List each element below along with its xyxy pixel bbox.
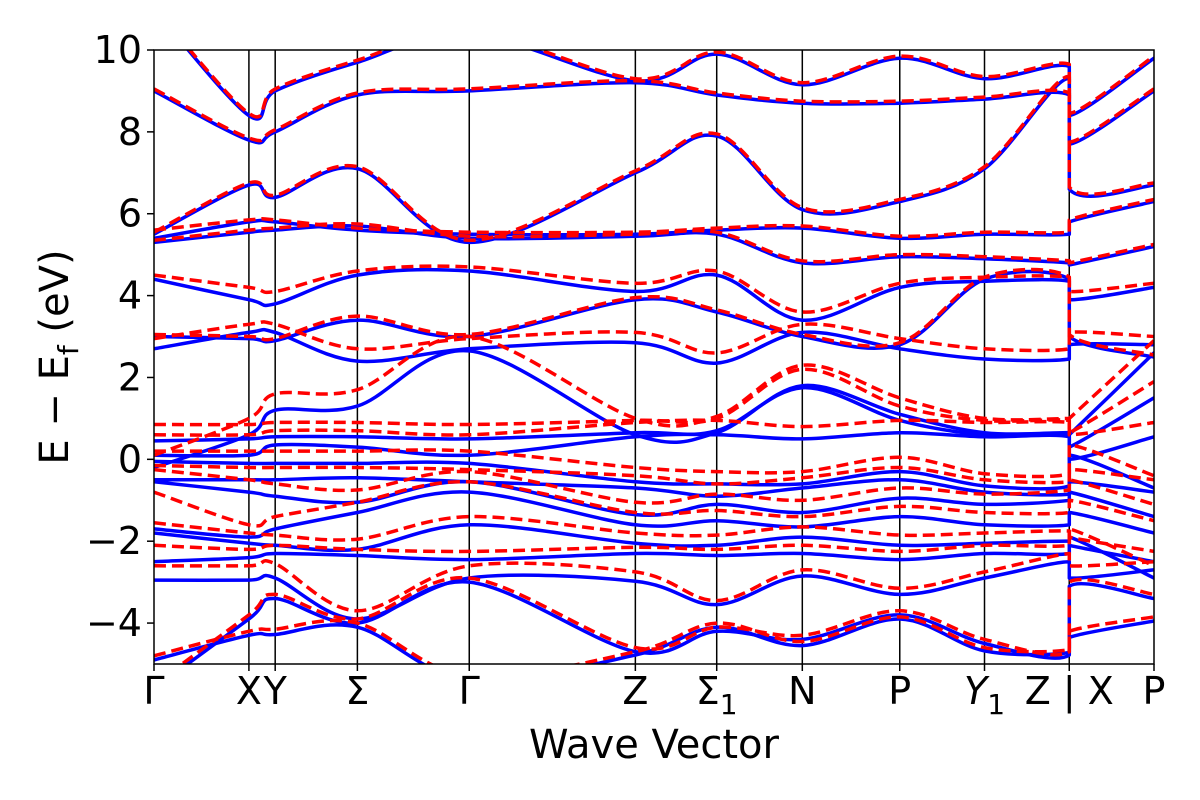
solid-band-14 [154,267,1154,322]
y-tick-label-0: 10 [94,28,142,72]
band-curves [154,50,1154,664]
x-tick-label-1: X [236,669,262,713]
y-tick-label-5: 0 [118,437,142,481]
x-tick-label-7: N [788,669,816,713]
solid-band-19 [185,50,1154,121]
dashed-band-3 [154,527,1154,568]
solid-band-2 [154,559,1154,621]
solid-band-6 [154,480,1154,519]
solid-band-4 [154,523,1154,564]
solid-band-8 [154,453,1154,491]
dashed-band-2 [154,551,1154,613]
solid-band-18 [154,80,1154,146]
dashed-band-6 [154,467,1154,507]
solid-band-10 [154,385,1154,449]
dashed-band-1 [179,576,1154,664]
dashed-band-19 [187,50,1154,119]
x-tick-label-10: Z | X [1025,669,1114,714]
y-tick-label-1: 8 [118,110,142,154]
y-tick-label-3: 4 [118,274,142,318]
x-tick-label-3: Σ [345,669,369,713]
y-tick-label-7: −4 [86,601,142,645]
dashed-band-0 [154,615,1154,664]
x-tick-label-5: Z [622,669,648,713]
x-tick-label-0: Γ [143,669,164,713]
y-tick-label-2: 6 [118,192,142,236]
solid-band-5 [154,490,1154,539]
solid-band-3 [154,535,1154,580]
plot-frame [153,49,1155,665]
dashed-band-4 [154,514,1154,554]
y-tick-label-6: −2 [86,519,142,563]
dashed-band-8 [154,443,1154,479]
x-tick-label-11: P [1143,669,1166,713]
solid-band-1 [184,580,1154,664]
dashed-band-7 [154,463,1154,486]
solid-band-12 [154,327,1154,365]
x-tick-label-2: Y [263,669,288,713]
y-axis-label-sub: f [52,344,85,355]
dashed-band-5 [154,480,1154,528]
solid-band-11 [154,349,1154,470]
y-axis-label-main: E − E [32,355,78,465]
dashed-band-17 [154,74,1154,243]
y-axis-label-tail: (eV) [32,249,78,345]
solid-band-13 [154,269,1154,359]
y-axis-ticks: 10 8 6 4 2 0 −2 −4 [86,28,154,645]
y-axis-label: E − Ef (eV) [32,249,85,464]
dashed-band-18 [154,78,1154,144]
x-axis-label: Wave Vector [529,722,780,768]
solid-band-0 [154,617,1154,664]
dashed-band-12 [154,320,1154,355]
x-tick-label-4: Γ [459,669,480,713]
y-tick-label-4: 2 [118,355,142,399]
dashed-band-16 [154,197,1154,239]
x-tick-label-8: P [888,669,911,713]
